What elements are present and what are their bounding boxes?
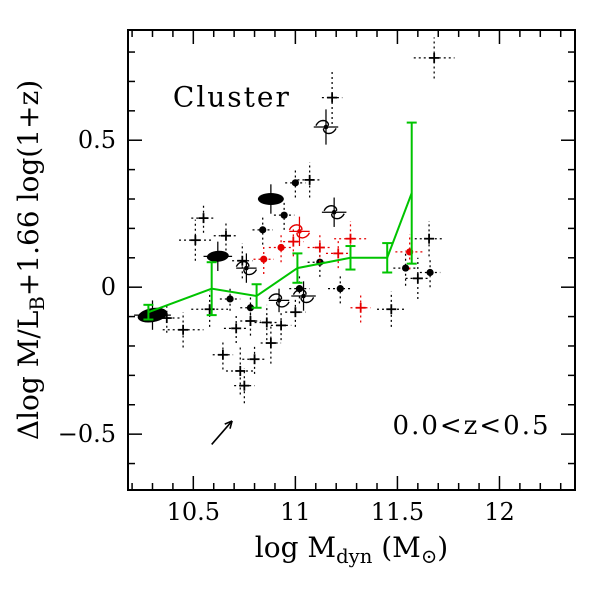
data-point-red-spiral <box>288 216 311 247</box>
dot-marker <box>280 211 288 219</box>
data-point-black-cross <box>414 221 444 257</box>
tick-marks <box>128 30 575 490</box>
data-point-black-cross <box>242 344 267 374</box>
spiral-galaxy-marker <box>297 229 302 234</box>
dot-marker <box>291 179 299 187</box>
dot-marker <box>226 295 234 303</box>
x-tick-label: 10.5 <box>167 498 220 526</box>
data-point-black-cross <box>260 322 282 364</box>
y-tick-label: 0 <box>101 273 116 301</box>
data-point-black-cross <box>191 291 229 327</box>
data-point-black-cross <box>413 37 455 79</box>
data-point-black-cross <box>377 291 406 327</box>
data-point-black-spiral <box>321 197 347 227</box>
data-point-black-dot <box>289 273 310 304</box>
dot-marker <box>401 264 410 272</box>
comparison-galaxies-red <box>253 216 424 323</box>
spiral-galaxy-marker <box>276 298 282 303</box>
data-point-black-cross <box>234 368 255 404</box>
data-point-black-ellipse <box>203 241 233 272</box>
dot-marker <box>260 255 268 263</box>
data-point-black-dot <box>252 215 273 245</box>
data-point-black-cross <box>212 340 234 370</box>
data-point-black-dot <box>273 200 295 230</box>
x-tick-label: 12 <box>484 498 515 526</box>
x-tick-label: 11 <box>280 498 311 526</box>
data-point-black-spiral <box>313 109 339 145</box>
y-tick-label: 0.5 <box>78 126 116 154</box>
data-point-black-cross <box>254 304 280 341</box>
plot-frame <box>127 29 576 491</box>
data-point-red-cross <box>325 238 351 269</box>
x-axis-title: log Mdyn (M⊙) <box>255 531 448 568</box>
elliptical-galaxy-marker <box>137 307 168 323</box>
dot-marker <box>426 268 434 277</box>
cluster-label: Cluster <box>173 80 291 113</box>
redshift-label: 0.0<z<0.5 <box>393 411 551 441</box>
data-point-black-cross <box>270 310 292 341</box>
tick-labels: 10.5 11 11.5 12 −0.5 0 0.5 <box>58 126 515 526</box>
spiral-galaxy-marker <box>323 124 329 130</box>
data-point-red-cross <box>307 232 333 263</box>
data-point-black-cross <box>213 221 239 251</box>
data-point-black-cross <box>179 219 212 261</box>
data-point-black-cross <box>405 257 431 299</box>
elliptical-galaxy-marker <box>257 193 284 206</box>
data-point-black-dot <box>328 273 353 304</box>
data-point-black-ellipse <box>257 184 284 214</box>
dot-marker <box>277 243 285 252</box>
data-point-black-cross <box>321 71 343 125</box>
binned-line <box>148 192 413 314</box>
data-point-black-cross <box>297 162 322 198</box>
data-point-red-dot <box>268 232 294 263</box>
data-point-black-spiral <box>235 253 258 283</box>
data-point-black-spiral <box>268 288 290 313</box>
data-point-red-cross <box>283 226 304 257</box>
dot-marker <box>336 285 344 293</box>
spiral-galaxy-marker <box>244 265 249 271</box>
data-point-black-cross <box>223 313 249 344</box>
data-point-black-dot <box>393 250 418 286</box>
elliptical-galaxy-marker <box>206 250 229 262</box>
data-point-red-dot <box>253 244 274 274</box>
binned-medians-green <box>143 121 417 321</box>
x-tick-label: 11.5 <box>371 498 424 526</box>
dot-marker <box>259 226 267 234</box>
data-point-black-dot <box>219 287 241 311</box>
data-point-red-cross <box>350 293 371 323</box>
data-point-black-cross <box>162 312 204 348</box>
data-point-black-dot <box>285 168 306 198</box>
data-point-black-cross <box>225 347 255 395</box>
dot-marker <box>246 304 255 312</box>
y-tick-label: −0.5 <box>58 420 116 448</box>
spiral-galaxy-marker <box>301 293 306 299</box>
y-axis-title: Δlog M/LB+1.66 log(1+z) <box>12 80 49 440</box>
plot-area <box>134 37 455 445</box>
data-point-black-cross <box>191 203 216 233</box>
selection-limit-arrow <box>211 420 233 445</box>
data-point-black-spiral <box>291 281 316 311</box>
data-point-black-dot <box>240 296 261 320</box>
data-point-black-dot <box>419 257 441 288</box>
data-point-black-cross <box>285 297 306 327</box>
spiral-galaxy-marker <box>331 209 337 215</box>
data-point-black-cross <box>232 243 253 279</box>
